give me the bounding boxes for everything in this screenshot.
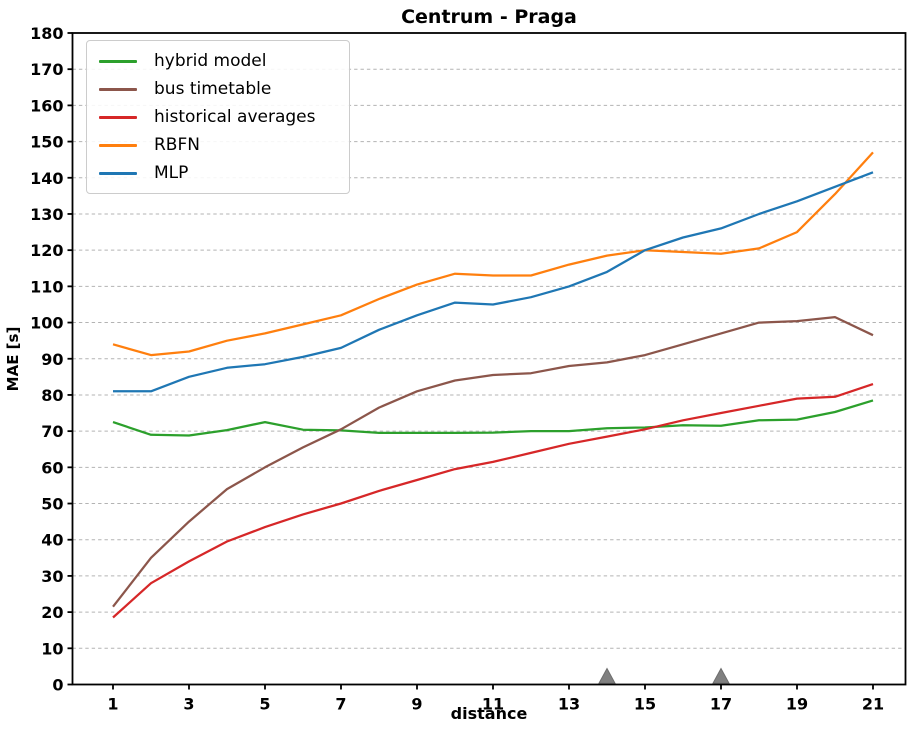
triangle-marker-x14 <box>598 667 616 684</box>
legend-label: historical averages <box>154 107 316 127</box>
plot-area: 0 10 20 30 40 50 60 70 80 90 100 110 120 130 140 150 160… <box>30 24 907 714</box>
legend-label: MLP <box>154 163 189 183</box>
x-axis-label: distance <box>451 704 528 723</box>
y-tick-label-160: 160 <box>30 96 63 115</box>
x-tick-label-5: 5 <box>259 695 270 714</box>
y-tick-label-30: 30 <box>41 567 63 586</box>
x-tick-label-1: 1 <box>107 695 118 714</box>
y-tick-label-40: 40 <box>41 531 63 550</box>
legend-label: bus timetable <box>154 79 272 99</box>
x-tick-label-17: 17 <box>710 695 732 714</box>
y-tick-label-100: 100 <box>30 314 63 333</box>
series-line-rbfn <box>112 151 874 357</box>
legend-item-hybrid-model: hybrid model <box>99 47 349 75</box>
y-tick-label-10: 10 <box>41 639 63 658</box>
legend-line-sample <box>99 115 137 119</box>
y-tick-label-110: 110 <box>30 277 63 296</box>
x-tick-label-13: 13 <box>558 695 580 714</box>
y-tick-label-80: 80 <box>41 386 63 405</box>
series-line-hybrid-model <box>112 399 874 437</box>
triangle-marker-x17 <box>712 667 730 684</box>
y-tick-label-70: 70 <box>41 422 63 441</box>
legend: hybrid model bus timetable historical aver… <box>86 40 350 194</box>
y-tick-label-20: 20 <box>41 603 63 622</box>
legend-line-sample <box>99 87 137 91</box>
y-tick-label-130: 130 <box>30 205 63 224</box>
x-tick-label-11: 11 <box>482 695 504 714</box>
legend-line-sample <box>99 59 137 63</box>
y-tick-label-140: 140 <box>30 169 63 188</box>
x-tick-label-15: 15 <box>634 695 656 714</box>
series-line-mlp <box>113 171 874 393</box>
x-tick-label-7: 7 <box>335 695 346 714</box>
y-tick-label-170: 170 <box>30 60 63 79</box>
legend-label: hybrid model <box>154 51 267 71</box>
y-tick-label-60: 60 <box>41 458 63 477</box>
y-tick-label-0: 0 <box>52 676 63 695</box>
x-tick-label-19: 19 <box>786 695 808 714</box>
legend-item-bus-timetable: bus timetable <box>99 75 349 103</box>
legend-line-sample <box>99 143 137 147</box>
y-tick-label-180: 180 <box>30 24 63 43</box>
chart-title: Centrum - Praga <box>401 6 577 28</box>
y-tick-label-150: 150 <box>30 133 63 152</box>
y-axis-label: MAE [s] <box>4 327 22 392</box>
x-tick-label-3: 3 <box>183 695 194 714</box>
legend-label: RBFN <box>154 135 200 155</box>
y-tick-label-50: 50 <box>41 495 63 514</box>
x-tick-label-9: 9 <box>411 695 422 714</box>
legend-item-rbfn: RBFN <box>99 131 349 159</box>
legend-item-mlp: MLP <box>99 159 349 187</box>
x-tick-label-21: 21 <box>862 695 884 714</box>
series-line-historical-averages <box>112 383 874 619</box>
legend-item-historical-averages: historical averages <box>99 103 349 131</box>
legend-line-sample <box>99 171 137 175</box>
y-tick-label-120: 120 <box>30 241 63 260</box>
y-tick-label-90: 90 <box>41 350 63 369</box>
series-line-bus-timetable <box>112 315 874 608</box>
